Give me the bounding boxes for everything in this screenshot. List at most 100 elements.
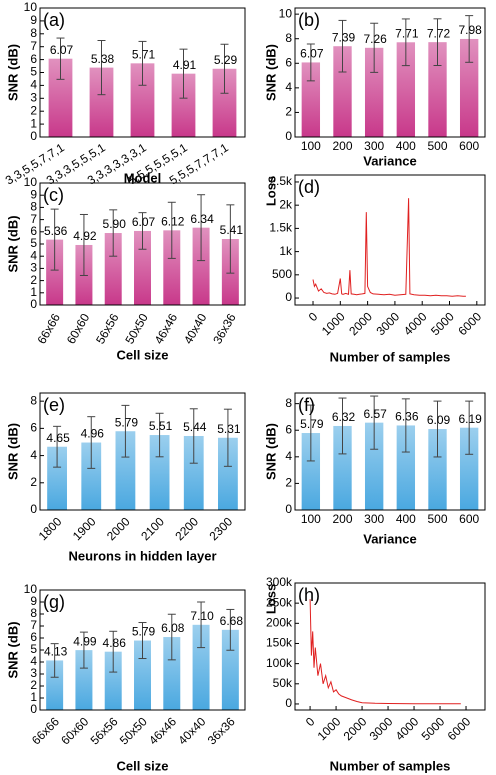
bar <box>130 63 155 137</box>
value-label: 5.90 <box>103 217 127 231</box>
bar <box>134 640 151 710</box>
y-tick-label: 7 <box>30 212 37 226</box>
bar <box>48 58 73 137</box>
y-tick-label: 1 <box>30 285 37 299</box>
x-tick-label: 200 <box>332 139 352 153</box>
value-label: 5.79 <box>300 417 324 431</box>
y-axis-label: Loss <box>263 176 278 206</box>
bar <box>333 425 352 510</box>
x-tick-label: 2100 <box>138 514 167 543</box>
y-tick-label: 0 <box>285 696 292 710</box>
bar <box>46 239 64 305</box>
y-tick-label: 0 <box>30 502 37 516</box>
panel: 050k100k150k200k250k300k0100020003000400… <box>263 575 486 773</box>
y-tick-label: 100k <box>266 656 293 670</box>
x-tick-label: 2300 <box>206 514 235 543</box>
y-tick-label: 500 <box>272 267 292 281</box>
x-tick-label: 2000 <box>104 514 133 543</box>
y-tick-label: 1 <box>30 116 37 130</box>
y-tick-label: 8 <box>30 26 37 40</box>
y-tick-label: 1.5k <box>269 221 293 235</box>
y-tick-label: 2 <box>30 273 37 287</box>
frame <box>39 7 246 138</box>
value-label: 6.07 <box>132 215 156 229</box>
x-tick-label: 60x60 <box>58 714 91 747</box>
value-label: 5.29 <box>214 53 238 67</box>
y-tick-label: 2 <box>30 475 37 489</box>
y-tick-label: 6 <box>285 422 292 436</box>
y-axis-label: SNR (dB) <box>263 44 278 101</box>
x-axis-label: Variance <box>363 153 417 168</box>
x-tick-label: 56x56 <box>93 311 122 347</box>
value-label: 4.96 <box>81 427 105 441</box>
y-tick-label: 1k <box>279 244 293 258</box>
x-tick-label: 36x36 <box>205 714 238 747</box>
y-tick-label: 8 <box>30 393 37 407</box>
y-tick-label: 6 <box>30 630 37 644</box>
y-tick-label: 0 <box>285 290 292 304</box>
y-tick-label: 0 <box>285 129 292 143</box>
value-label: 6.07 <box>300 47 324 61</box>
x-tick-label: 56x56 <box>88 714 121 747</box>
frame <box>39 589 246 711</box>
y-tick-label: 10 <box>24 175 38 189</box>
x-tick-label: 1000 <box>319 309 348 338</box>
frame <box>39 392 246 511</box>
panel: 0 2 4 6 8 10 6.07 100 7.39 200 7.26 300 7.71 400 7.72 5… <box>263 6 486 168</box>
y-tick-label: 4 <box>30 78 37 92</box>
x-tick-label: 46x46 <box>146 714 179 747</box>
bar <box>115 431 136 510</box>
panel-label: (e) <box>43 395 65 415</box>
panel-label: (c) <box>43 185 64 205</box>
y-tick-label: 0 <box>30 702 37 716</box>
value-label: 4.13 <box>44 645 68 659</box>
value-label: 5.79 <box>132 625 156 639</box>
bar <box>333 46 352 137</box>
panel-label: (a) <box>43 10 65 30</box>
x-tick-label: 60x60 <box>64 311 93 347</box>
value-label: 4.65 <box>46 431 70 445</box>
x-axis-label: Number of samples <box>330 349 451 364</box>
y-tick-label: 2 <box>30 678 37 692</box>
value-label: 4.99 <box>73 634 97 648</box>
x-tick-label: 100 <box>301 139 321 153</box>
y-tick-label: 6 <box>285 55 292 69</box>
panel-label: (d) <box>298 177 320 197</box>
value-label: 6.34 <box>190 212 214 226</box>
bar <box>396 42 416 137</box>
panel: 0123456789104.1366x664.9960x604.8656x565… <box>5 582 246 773</box>
y-tick-label: 4 <box>285 449 292 463</box>
frame <box>294 7 486 138</box>
x-tick-label: 100 <box>301 512 321 526</box>
value-label: 5.31 <box>217 422 241 436</box>
value-label: 6.36 <box>395 410 419 424</box>
y-tick-label: 4 <box>285 80 292 94</box>
bar <box>89 67 114 137</box>
y-tick-label: 250k <box>266 595 293 609</box>
y-tick-label: 10 <box>24 582 38 596</box>
y-tick-label: 8 <box>285 396 292 410</box>
bar <box>104 233 122 305</box>
x-tick-label: 600 <box>459 139 479 153</box>
y-tick-label: 4 <box>30 248 37 262</box>
x-tick-label: 0 <box>303 714 318 729</box>
y-tick-label: 9 <box>30 594 37 608</box>
value-label: 6.12 <box>161 215 185 229</box>
y-tick-label: 3 <box>30 90 37 104</box>
bar <box>134 230 151 305</box>
value-label: 5.44 <box>183 420 207 434</box>
y-axis-label: SNR (dB) <box>263 423 278 480</box>
y-tick-label: 3 <box>30 666 37 680</box>
x-axis-label: Cell size <box>116 347 168 362</box>
x-tick-label: 40x40 <box>175 714 208 747</box>
x-tick-label: 200 <box>332 512 352 526</box>
x-axis-label: Number of samples <box>330 758 451 773</box>
panel: 0123456789106.073,3,5,5,7,7,15.383,3,3,5… <box>3 0 246 188</box>
x-tick-label: 1800 <box>36 514 65 543</box>
y-tick-label: 5 <box>30 642 37 656</box>
value-label: 6.68 <box>220 614 244 628</box>
x-tick-label: 3000 <box>373 309 402 338</box>
x-tick-label: 50x50 <box>117 714 150 747</box>
x-tick-label: 40x40 <box>181 311 210 347</box>
